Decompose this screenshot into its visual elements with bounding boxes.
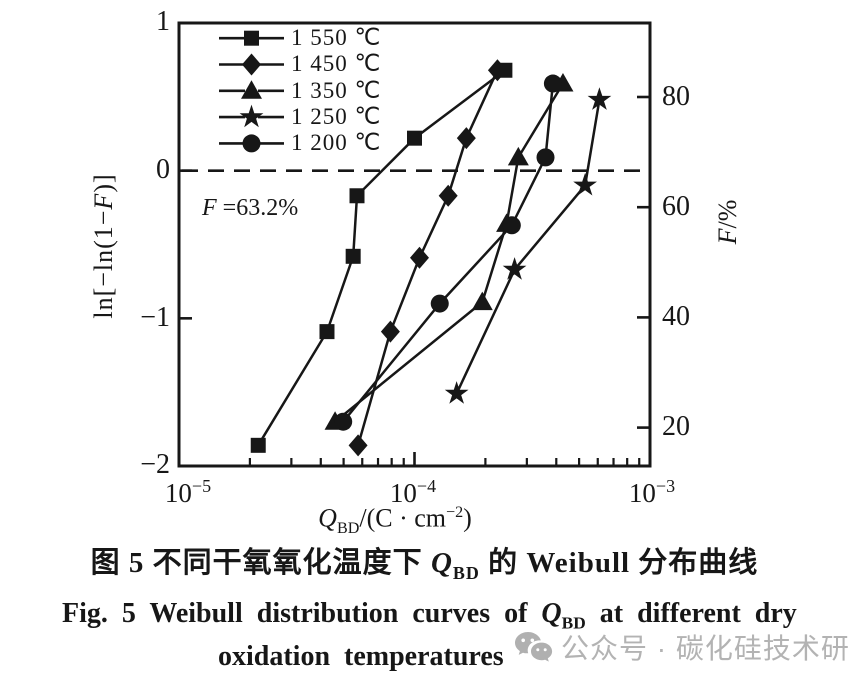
legend-item-1250: 1 250 ℃ [291,104,382,129]
data-point-square [319,324,335,340]
data-point-diamond [242,53,261,76]
series-line-1 [356,69,499,446]
data-point-star [587,87,612,110]
data-point-square [250,437,266,453]
y-tick-label-0: 0 [156,154,170,185]
weibull-plot-canvas [177,21,652,468]
legend-item-1450: 1 450 ℃ [291,51,382,76]
y-axis-label-right: F/% [713,199,742,245]
x-tick-label-1e-5: 10−5 [164,476,212,508]
legend-item-1550: 1 550 ℃ [291,25,382,50]
f-tick-label-20: 20 [662,411,690,442]
data-point-diamond [409,246,429,269]
data-point-diamond [348,434,368,457]
watermark-text: 公众号 · 碳化硅技术研究 [561,633,849,664]
data-point-circle [242,134,261,153]
data-point-circle [334,412,353,431]
data-point-star [444,381,469,404]
data-point-star [573,172,597,196]
f-tick-label-40: 40 [662,301,690,332]
data-point-circle [536,148,555,167]
f-tick-label-60: 60 [662,191,690,222]
data-point-triangle [471,291,493,311]
data-point-square [345,248,361,264]
data-point-diamond [438,184,458,207]
data-point-diamond [456,127,476,150]
data-point-diamond [487,59,507,82]
data-point-triangle [241,80,262,99]
f-tick-label-80: 80 [662,81,690,112]
caption-english-line1: Fig. 5 Weibull distribution curves of QB… [62,598,797,633]
legend-item-1200: 1 200 ℃ [291,130,382,155]
y-tick-label-1: 1 [156,6,170,37]
x-axis-label: QBD/(C · cm−2) [318,503,472,537]
data-point-triangle [507,146,529,166]
wechat-icon [515,632,553,662]
y-tick-label-m2: −2 [140,449,170,480]
series-line-0 [257,69,506,446]
caption-chinese: 图 5 不同干氧氧化温度下 QBD 的 Weibull 分布曲线 [90,547,759,583]
y-axis-label-left: ln[−ln(1−F)] [89,173,118,319]
data-point-circle [543,74,562,93]
data-point-diamond [380,320,400,343]
legend-item-1350: 1 350 ℃ [291,78,382,103]
series-line-3 [455,99,601,395]
data-point-square [244,30,259,46]
x-tick-label-1e-4: 10−4 [389,476,437,508]
data-point-square [349,188,365,204]
data-point-circle [502,216,521,235]
data-point-circle [430,294,449,313]
data-point-star [502,257,527,280]
data-point-square [407,130,422,146]
x-tick-label-1e-3: 10−3 [628,476,676,508]
watermark: 公众号 · 碳化硅技术研究 [514,627,849,667]
data-point-star [239,104,264,128]
caption-english-line2: oxidation temperatures [218,641,504,672]
f632-annotation: F =63.2% [202,195,299,221]
y-tick-label-m1: −1 [140,302,170,333]
